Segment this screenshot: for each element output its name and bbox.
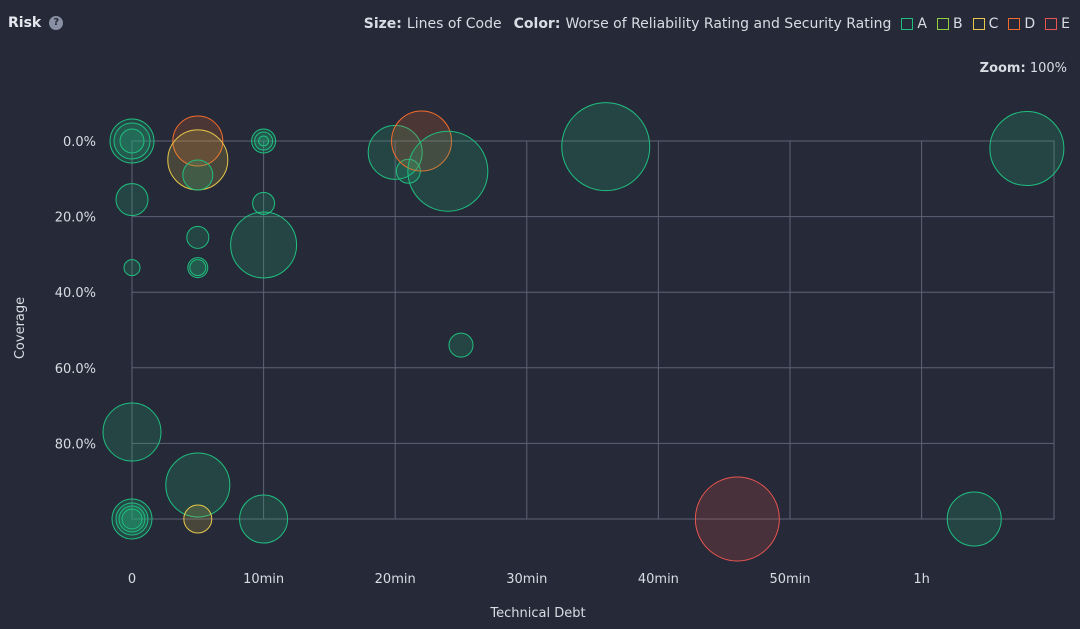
legend-swatch (1045, 18, 1058, 30)
bubble-point[interactable] (189, 259, 207, 277)
bubble-point[interactable] (172, 115, 224, 167)
y-tick-label: 0.0% (63, 135, 96, 150)
zoom-indicator: Zoom: 100% (980, 61, 1067, 76)
bubble-point[interactable] (115, 183, 149, 217)
bubble-point[interactable] (121, 508, 143, 530)
chart-title-text: Risk (8, 15, 42, 31)
bubble-point[interactable] (182, 159, 214, 191)
x-tick-label: 0 (128, 572, 136, 587)
bubble-point[interactable] (187, 257, 209, 279)
size-label: Size: (363, 16, 402, 32)
chart-grid (131, 140, 1055, 520)
bubble-point[interactable] (109, 118, 155, 164)
bubble-point[interactable] (561, 102, 651, 192)
zoom-value: 100% (1029, 61, 1067, 76)
legend-item-b[interactable]: B (936, 16, 963, 32)
legend-item-a[interactable]: A (901, 16, 927, 32)
bubble-point[interactable] (123, 259, 141, 277)
bubble-point[interactable] (183, 504, 213, 534)
legend-swatch (972, 18, 985, 30)
x-tick-label: 20min (375, 572, 416, 587)
legend-item-d[interactable]: D (1008, 16, 1035, 32)
legend-label: C (988, 16, 999, 32)
bubble-point[interactable] (119, 128, 145, 154)
y-tick-label: 80.0% (55, 437, 96, 452)
bubble-point[interactable] (115, 502, 149, 536)
bubble-point[interactable] (407, 130, 489, 212)
bubble-point[interactable] (258, 135, 270, 147)
x-tick-label: 30min (506, 572, 547, 587)
legend-swatch (901, 18, 914, 30)
bubble-point[interactable] (448, 332, 474, 358)
bubble-point[interactable] (989, 111, 1065, 187)
bubble-point[interactable] (694, 476, 780, 562)
bubble-point[interactable] (254, 131, 274, 151)
y-tick-label: 60.0% (55, 362, 96, 377)
chart-bubbles (102, 102, 1065, 562)
bubble-point[interactable] (239, 494, 289, 544)
y-tick-label: 20.0% (55, 211, 96, 226)
bubble-point[interactable] (230, 211, 298, 279)
legend-item-e[interactable]: E (1045, 16, 1070, 32)
bubble-point[interactable] (102, 402, 162, 462)
x-tick-label: 40min (638, 572, 679, 587)
rating-legend: A B C D E (891, 16, 1070, 32)
bubble-point[interactable] (118, 505, 146, 533)
bubble-point[interactable] (367, 124, 423, 180)
legend-item-c[interactable]: C (972, 16, 999, 32)
bubble-point[interactable] (111, 498, 153, 540)
zoom-label: Zoom: (979, 61, 1026, 76)
x-tick-label: 10min (243, 572, 284, 587)
color-value: Worse of Reliability Rating and Security… (565, 16, 892, 32)
legend-label: D (1024, 16, 1036, 32)
y-tick-label: 40.0% (55, 286, 96, 301)
size-value: Lines of Code (406, 16, 502, 32)
bubble-point[interactable] (186, 225, 210, 249)
legend-label: E (1061, 16, 1070, 32)
legend-swatch (1008, 18, 1021, 30)
bubble-point[interactable] (251, 128, 277, 154)
color-label: Color: (513, 16, 561, 32)
bubble-point[interactable] (113, 122, 151, 160)
chart-title: Risk ? (8, 15, 64, 31)
legend-swatch (936, 18, 949, 30)
x-tick-label: 1h (913, 572, 930, 587)
y-axis-label: Coverage (13, 297, 28, 359)
legend-label: A (917, 16, 927, 32)
x-axis-label: Technical Debt (489, 606, 585, 621)
y-axis-ticks: 0.0% 20.0% 40.0% 60.0% 80.0% (55, 135, 96, 452)
help-icon[interactable]: ? (49, 16, 64, 30)
bubble-point[interactable] (252, 191, 276, 215)
legend-label: B (952, 16, 963, 32)
bubble-point[interactable] (946, 491, 1002, 547)
x-axis-ticks: 0 10min 20min 30min 40min 50min 1h (128, 572, 930, 587)
bubble-point[interactable] (165, 452, 231, 518)
chart-legend-bar: Size: Lines of Code Color: Worse of Reli… (364, 16, 1070, 32)
x-tick-label: 50min (769, 572, 810, 587)
